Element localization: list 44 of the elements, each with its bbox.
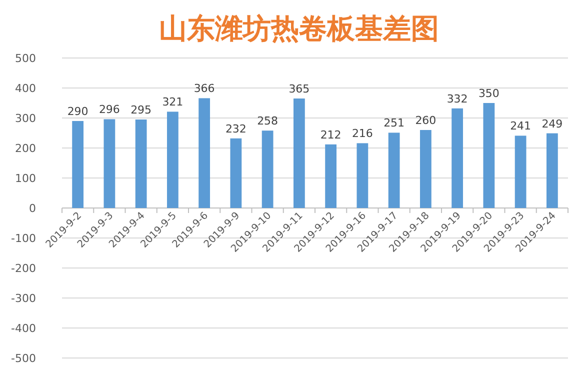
bar	[166, 112, 178, 208]
chart-title: 山东潍坊热卷板基差图	[159, 12, 439, 45]
bar	[388, 132, 400, 208]
data-label: 290	[67, 105, 88, 118]
data-label: 260	[415, 114, 436, 127]
data-label: 321	[162, 96, 184, 109]
data-label: 296	[98, 103, 120, 116]
y-tick-label: 400	[15, 82, 36, 95]
data-label: 350	[478, 87, 500, 100]
bar	[546, 133, 558, 208]
data-label: 365	[288, 82, 310, 96]
bar	[262, 130, 274, 208]
data-label: 212	[320, 128, 342, 142]
data-label: 366	[194, 82, 215, 96]
data-label: 249	[542, 117, 563, 130]
data-label: 258	[257, 114, 278, 128]
bar	[198, 98, 210, 208]
data-label: 295	[130, 104, 152, 116]
bar	[514, 136, 526, 208]
bar	[72, 121, 84, 208]
bar	[293, 98, 305, 208]
bar	[452, 108, 464, 208]
bar	[104, 119, 116, 208]
y-tick-label: -100	[11, 232, 36, 245]
y-tick-label: -500	[11, 352, 36, 365]
data-label: 232	[225, 122, 246, 136]
y-tick-label: 200	[15, 142, 36, 155]
y-tick-label: 300	[15, 112, 36, 125]
bar	[230, 138, 242, 208]
y-tick-label: -400	[11, 322, 36, 335]
data-label: 251	[384, 116, 405, 130]
bar	[420, 130, 432, 208]
y-tick-label: 0	[29, 202, 36, 215]
y-tick-label: 500	[15, 52, 36, 65]
bar	[325, 144, 337, 208]
bar	[135, 120, 147, 208]
bar	[483, 103, 495, 208]
bar	[356, 143, 368, 208]
y-tick-label: -200	[11, 262, 36, 275]
data-label: 241	[510, 120, 532, 133]
data-label: 216	[352, 127, 373, 140]
y-tick-label: 100	[15, 172, 36, 185]
y-tick-label: -300	[11, 292, 36, 305]
data-label: 332	[446, 92, 468, 106]
